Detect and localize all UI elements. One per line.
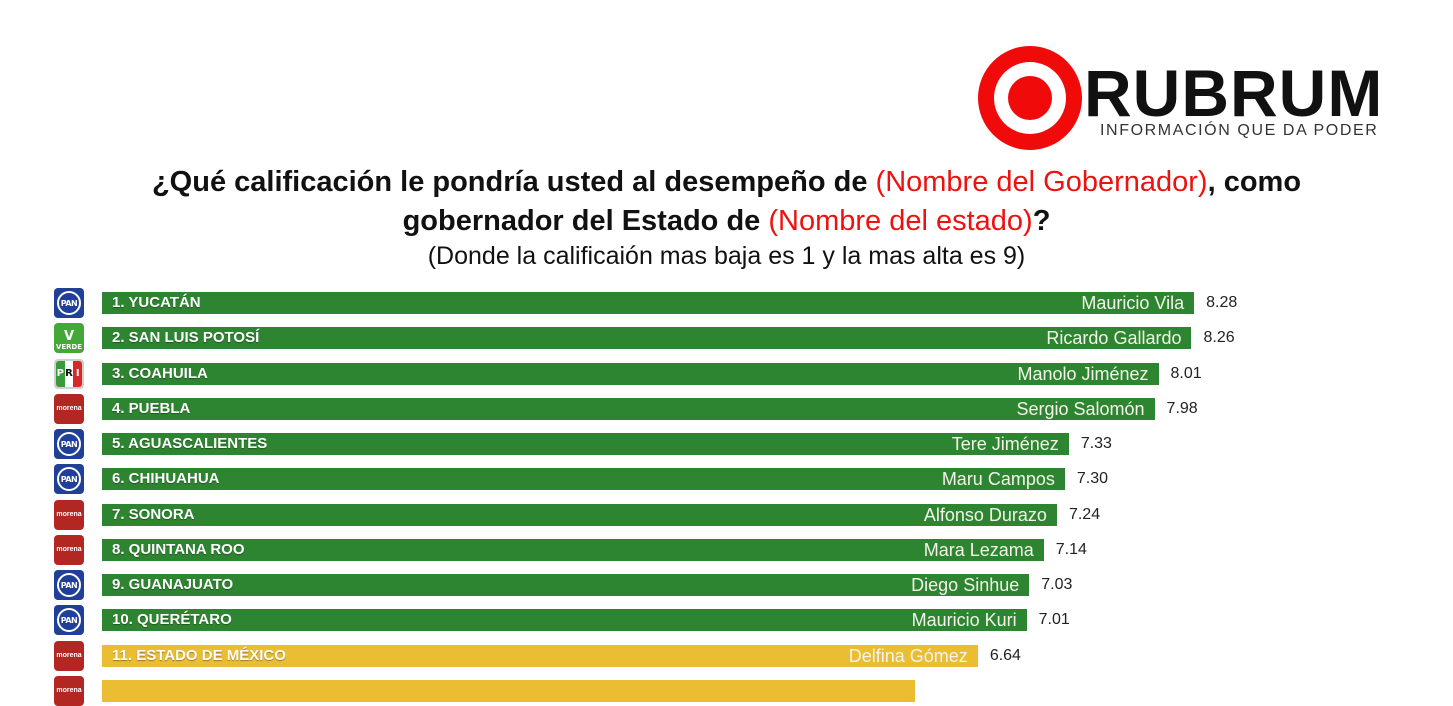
value-label: 7.14 bbox=[1055, 540, 1087, 558]
state-label: 9. GUANAJUATO bbox=[112, 576, 234, 593]
pan-party-logo-icon: PAN bbox=[54, 288, 84, 318]
governor-label: Mara Lezama bbox=[923, 539, 1034, 560]
bar-row: morena 8. QUINTANA ROO Mara Lezama 7.14 bbox=[0, 534, 1453, 565]
state-label: 6. CHIHUAHUA bbox=[112, 470, 220, 488]
bar: 10. QUERÉTARO Mauricio Kuri bbox=[102, 609, 1027, 632]
bar-row: PAN 9. GUANAJUATO Diego Sinhue 7.03 bbox=[0, 570, 1453, 600]
governor-label: Sergio Salomón bbox=[1016, 398, 1145, 419]
bar: 8. QUINTANA ROO Mara Lezama bbox=[102, 538, 1044, 561]
value-label: 8.26 bbox=[1203, 329, 1235, 347]
bar: 9. GUANAJUATO Diego Sinhue bbox=[102, 574, 1030, 596]
bar-row-cut-off: morena bbox=[0, 675, 1453, 706]
bar bbox=[102, 679, 915, 702]
value-label: 7.01 bbox=[1038, 611, 1070, 629]
governor-label: Tere Jiménez bbox=[951, 434, 1059, 454]
bar: 6. CHIHUAHUA Maru Campos bbox=[102, 468, 1065, 491]
morena-party-logo-icon: morena bbox=[54, 393, 84, 424]
chart-title-line-1: ¿Qué calificación le pondría usted al de… bbox=[151, 166, 1302, 198]
state-label: 11. ESTADO DE MÉXICO bbox=[112, 646, 286, 664]
bar-row: morena 11. ESTADO DE MÉXICO Delfina Gómez 6… bbox=[0, 640, 1453, 671]
state-label: 8. QUINTANA ROO bbox=[112, 540, 245, 558]
bar-row: P R I 3. COAHUILA Manolo Jiménez 8.01 bbox=[0, 358, 1453, 389]
state-label: 2. SAN LUIS POTOSÍ bbox=[112, 329, 260, 347]
target-logo-icon bbox=[978, 46, 1082, 150]
bar: 4. PUEBLA Sergio Salomón bbox=[102, 397, 1155, 420]
state-label: 1. YUCATÁN bbox=[112, 294, 201, 311]
bar-chart: PAN 1. YUCATÁN Mauricio Vila 8.28 V VERDE 2. S… bbox=[0, 288, 1453, 706]
governor-label: Mauricio Vila bbox=[1081, 293, 1185, 313]
rubrum-logo: RUBRUM INFORMACIÓN QUE DA PODER bbox=[978, 46, 1428, 150]
state-label: 7. SONORA bbox=[112, 505, 195, 523]
bar: 1. YUCATÁN Mauricio Vila bbox=[102, 292, 1195, 314]
state-label: 3. COAHUILA bbox=[112, 364, 208, 382]
bar-row: V VERDE 2. SAN LUIS POTOSÍ Ricardo Gallardo… bbox=[0, 323, 1453, 354]
state-label: 4. PUEBLA bbox=[112, 399, 191, 417]
value-label: 6.64 bbox=[989, 646, 1021, 664]
bar: 7. SONORA Alfonso Durazo bbox=[102, 503, 1057, 526]
state-placeholder: (Nombre del estado) bbox=[768, 205, 1033, 237]
value-label: 7.33 bbox=[1080, 435, 1112, 452]
chart-title-line-2: gobernador del Estado de (Nombre del est… bbox=[402, 205, 1051, 237]
pan-party-logo-icon: PAN bbox=[54, 605, 84, 636]
state-label: 5. AGUASCALIENTES bbox=[112, 435, 268, 452]
value-label: 8.01 bbox=[1170, 364, 1202, 382]
value-label: 8.28 bbox=[1206, 294, 1238, 311]
morena-party-logo-icon: morena bbox=[54, 499, 84, 530]
logo-wordmark: RUBRUM bbox=[1084, 56, 1384, 130]
bar-row: PAN 5. AGUASCALIENTES Tere Jiménez 7.33 bbox=[0, 429, 1453, 459]
bar: 2. SAN LUIS POTOSÍ Ricardo Gallardo bbox=[102, 327, 1192, 350]
bar: 11. ESTADO DE MÉXICO Delfina Gómez bbox=[102, 644, 978, 667]
bar-row: morena 4. PUEBLA Sergio Salomón 7.98 bbox=[0, 393, 1453, 424]
value-label: 7.30 bbox=[1076, 470, 1108, 488]
pan-party-logo-icon: PAN bbox=[54, 464, 84, 495]
bar-row: PAN 1. YUCATÁN Mauricio Vila 8.28 bbox=[0, 288, 1453, 318]
logo-tagline: INFORMACIÓN QUE DA PODER bbox=[1100, 122, 1379, 139]
governor-label: Diego Sinhue bbox=[911, 575, 1020, 595]
bar-row: PAN 10. QUERÉTARO Mauricio Kuri 7.01 bbox=[0, 605, 1453, 636]
pan-party-logo-icon: PAN bbox=[54, 570, 84, 600]
morena-party-logo-icon: morena bbox=[54, 675, 84, 706]
verde-party-logo-icon: V VERDE bbox=[54, 323, 84, 354]
governor-label: Maru Campos bbox=[941, 469, 1055, 490]
bar: 3. COAHUILA Manolo Jiménez bbox=[102, 362, 1159, 385]
value-label: 7.98 bbox=[1166, 399, 1198, 417]
chart-subtitle: (Donde la calificaión mas baja es 1 y la… bbox=[427, 242, 1026, 270]
value-label: 7.03 bbox=[1041, 576, 1073, 593]
bar-row: PAN 6. CHIHUAHUA Maru Campos 7.30 bbox=[0, 464, 1453, 495]
state-label: 10. QUERÉTARO bbox=[112, 611, 232, 629]
governor-label: Ricardo Gallardo bbox=[1046, 328, 1182, 349]
governor-label: Mauricio Kuri bbox=[911, 610, 1017, 631]
pan-party-logo-icon: PAN bbox=[54, 429, 84, 459]
bar-row: morena 7. SONORA Alfonso Durazo 7.24 bbox=[0, 499, 1453, 530]
governor-label: Alfonso Durazo bbox=[923, 504, 1047, 525]
governor-label: Delfina Gómez bbox=[848, 645, 968, 666]
governor-placeholder: (Nombre del Gobernador) bbox=[875, 166, 1208, 198]
value-label: 7.24 bbox=[1068, 505, 1101, 523]
morena-party-logo-icon: morena bbox=[54, 534, 84, 565]
morena-party-logo-icon: morena bbox=[54, 640, 84, 671]
bar: 5. AGUASCALIENTES Tere Jiménez bbox=[102, 433, 1069, 455]
governor-label: Manolo Jiménez bbox=[1017, 363, 1149, 384]
